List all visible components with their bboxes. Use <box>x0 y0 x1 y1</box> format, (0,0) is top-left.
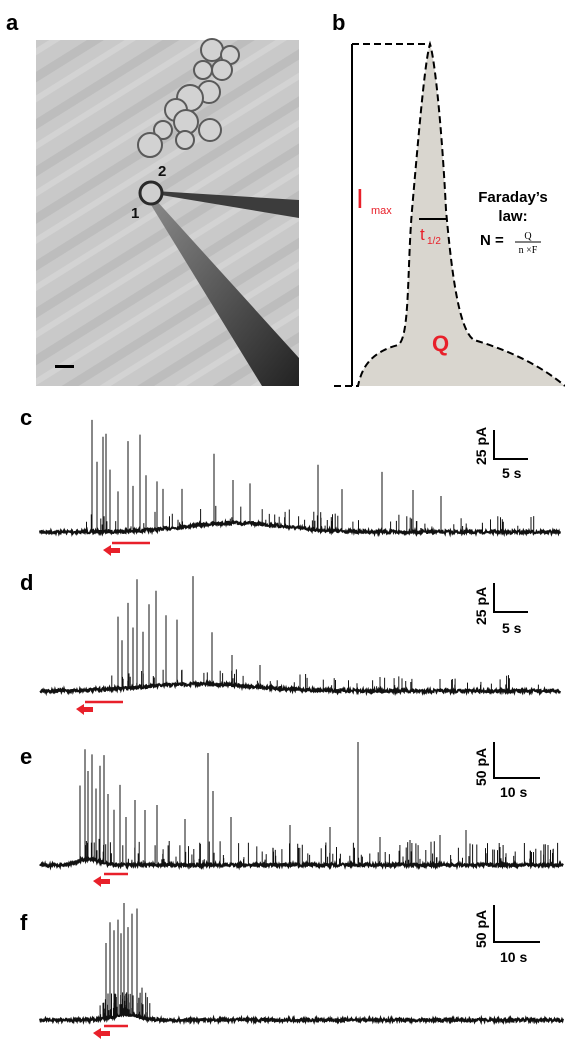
t-half-subscript: 1/2 <box>427 236 441 247</box>
scale-d-x: 5 s <box>502 620 522 636</box>
panel-b-label: b <box>332 10 345 35</box>
stimulus-e <box>93 872 128 887</box>
faraday-title: Faraday’s <box>478 189 548 206</box>
stimulus-c <box>103 541 150 556</box>
baseline-trace <box>39 855 564 871</box>
scale-c-x: 5 s <box>502 465 522 481</box>
panel-c-label: c <box>20 405 32 430</box>
panel-a-label: a <box>6 10 19 35</box>
stimulus-arrow-f <box>93 1028 110 1039</box>
cell-cluster <box>137 38 240 158</box>
panel-e-label: e <box>20 744 32 769</box>
baseline-trace <box>39 518 561 538</box>
micrograph: 2 1 <box>36 38 299 386</box>
target-cell <box>138 180 164 206</box>
spike-events <box>111 576 539 692</box>
spike-events <box>86 419 535 533</box>
trace-c <box>39 419 561 538</box>
scale-c-y: 25 pA <box>473 427 489 465</box>
t-half-label: t <box>420 225 425 244</box>
trace-f <box>39 903 564 1026</box>
scale-f-x: 10 s <box>500 949 527 965</box>
spike-events <box>79 742 559 866</box>
pipette-2-label: 2 <box>158 163 166 180</box>
stimulus-arrow-c <box>103 545 120 556</box>
stimulus-d <box>76 700 123 715</box>
spike-outline <box>334 40 565 387</box>
pipette-1 <box>148 199 299 386</box>
scale-e-x: 10 s <box>500 784 527 800</box>
equation-denominator: n ×F <box>519 245 538 256</box>
panel-d-label: d <box>20 570 33 595</box>
trace-e <box>39 742 564 871</box>
pipette-1-label: 1 <box>131 205 139 222</box>
scale-d-y: 25 pA <box>473 587 489 625</box>
scale-bar-d: 25 pA 5 s <box>473 583 528 636</box>
equation-lhs: N = <box>480 232 504 249</box>
imax-label: I <box>356 183 364 214</box>
spike-events <box>99 903 151 1019</box>
spike-schematic: I max t 1/2 Q Faraday’s law: N = Q n ×F <box>334 40 565 387</box>
pipette-2 <box>155 191 299 218</box>
stimulus-arrow-e <box>93 876 110 887</box>
scale-f-y: 50 pA <box>473 910 489 948</box>
spike-fill <box>334 44 565 386</box>
stimulus-f <box>93 1024 128 1039</box>
imax-subscript: max <box>371 205 392 217</box>
stimulus-arrow-d <box>76 704 93 715</box>
scale-e-y: 50 pA <box>473 748 489 786</box>
scale-bar-e: 50 pA 10 s <box>473 742 540 800</box>
panel-f-label: f <box>20 910 28 935</box>
equation-numerator: Q <box>524 231 532 242</box>
scale-bar-c: 25 pA 5 s <box>473 427 528 481</box>
charge-q-label: Q <box>432 331 449 356</box>
faraday-title-2: law: <box>498 208 527 225</box>
scale-bar <box>55 365 74 368</box>
trace-d <box>39 576 561 697</box>
scale-bar-f: 50 pA 10 s <box>473 905 540 965</box>
